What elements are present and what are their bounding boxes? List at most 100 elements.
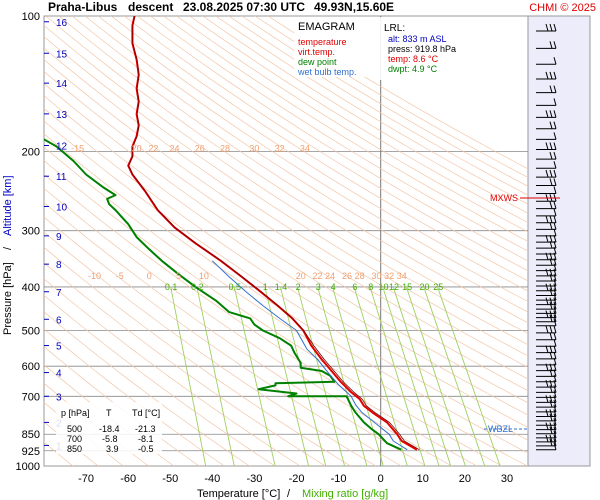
pressure-tick-label: 700 — [22, 391, 40, 403]
wind-barb-flag — [545, 110, 549, 118]
wind-barb-flag — [553, 310, 557, 318]
mixing-ratio-label: 20 — [420, 282, 430, 292]
coords-label: 49.93N,15.60E — [314, 0, 394, 14]
dry-adiabat-line — [44, 47, 528, 368]
wind-barb — [536, 306, 557, 314]
lrl-title: LRL: — [384, 23, 405, 34]
wind-barb-flag — [549, 288, 553, 296]
mixing-ratio-label: 4 — [331, 282, 336, 292]
temperature-tick-label: -40 — [204, 473, 220, 485]
table-row-700-p: 700 — [67, 434, 82, 444]
y-axis-title-2: Altitude [km] — [2, 175, 14, 236]
wind-barb-flag — [553, 422, 557, 430]
altitude-tick-label: 4 — [56, 369, 62, 380]
wind-barb-flag — [553, 71, 557, 80]
altitude-tick-label: 12 — [56, 142, 68, 153]
dry-adiabat-label: -5 — [116, 271, 124, 281]
wind-barb — [536, 395, 557, 403]
wind-barb — [536, 110, 557, 118]
mixing-ratio-line — [369, 286, 426, 466]
dry-adiabat-line — [202, 16, 528, 214]
wind-barb-flag — [549, 400, 553, 408]
wind-barb — [536, 161, 557, 169]
y-axis-title: Pressure [hPa] — [2, 262, 14, 335]
dry-adiabat-line — [84, 16, 528, 302]
mixing-ratio-label: 6 — [352, 282, 357, 292]
wind-barb-flag — [553, 390, 557, 398]
wind-barb-flag — [549, 426, 553, 434]
series-line-dew-point — [44, 138, 402, 451]
wind-barb-flag — [545, 422, 549, 430]
wind-barb — [536, 325, 557, 334]
pressure-tick-label: 300 — [22, 226, 40, 238]
lrl-alt: alt: 833 m ASL — [388, 34, 447, 44]
dry-adiabat-line — [44, 278, 301, 466]
wind-barb — [536, 332, 557, 341]
temperature-tick-label: 10 — [417, 473, 429, 485]
wind-barb-flag — [553, 325, 557, 334]
wind-barb-flag — [553, 288, 557, 296]
table-row-500-td: -21.3 — [135, 424, 156, 434]
pressure-tick-label: 200 — [22, 146, 40, 158]
wind-barb-flag — [553, 426, 557, 434]
wind-barb-flag — [545, 142, 549, 150]
wind-barb — [536, 310, 557, 319]
wind-panel — [527, 15, 591, 467]
dry-adiabat-line — [163, 16, 528, 242]
mixing-ratio-label: 1.4 — [275, 282, 288, 292]
wind-barb-flag — [545, 345, 549, 353]
wind-barb — [536, 186, 557, 195]
pressure-tick-label: 500 — [22, 326, 40, 338]
altitude-tick-label: 15 — [56, 49, 68, 60]
wind-barb-flag — [553, 228, 557, 236]
wind-barb-flag — [549, 325, 553, 334]
wind-barb — [536, 293, 557, 301]
temperature-tick-label: -30 — [246, 473, 262, 485]
wind-barb-flag — [553, 273, 557, 282]
mixing-ratio-line — [196, 286, 235, 466]
wind-barb — [536, 98, 557, 106]
mixing-ratio-line — [264, 286, 310, 466]
table-header-p: p [hPa] — [61, 408, 90, 418]
dry-adiabat-label: 20 — [132, 144, 142, 154]
mixing-ratio-line — [405, 286, 466, 466]
wind-barb — [536, 418, 557, 426]
wind-barb-flag — [549, 345, 553, 353]
temperature-tick-label: -70 — [78, 473, 94, 485]
table-row-850-td: -0.5 — [138, 444, 154, 454]
mixing-ratio-label: 2 — [296, 282, 301, 292]
dry-adiabat-line — [124, 16, 528, 272]
x-axis-title-sep: / — [287, 488, 291, 500]
dry-adiabat-label: 20 — [296, 271, 306, 281]
mixing-ratio-label: 12 — [389, 282, 399, 292]
wind-barb-flag — [553, 395, 557, 403]
altitude-tick-label: 3 — [56, 392, 62, 403]
wind-barb-flag — [553, 161, 557, 169]
wind-barb-flag — [549, 409, 553, 417]
wind-barb-flag — [553, 418, 557, 426]
wind-barb — [536, 222, 557, 230]
dry-adiabat-line — [44, 173, 478, 466]
dry-adiabat-line — [44, 231, 377, 466]
wind-barb-flag — [549, 222, 553, 230]
wind-barb-flag — [553, 121, 557, 129]
wind-barb-flag — [553, 413, 557, 422]
mxws-label: MXWS — [490, 193, 518, 203]
dry-adiabat-line — [44, 83, 528, 404]
lrl-box — [380, 17, 484, 80]
wind-barb-flag — [545, 23, 549, 32]
pressure-tick-label: 400 — [22, 282, 40, 294]
dry-adiabat-label: -10 — [88, 271, 101, 281]
wind-barb-flag — [549, 301, 553, 310]
wind-barb-flag — [553, 430, 557, 439]
wind-barb — [536, 132, 557, 140]
temperature-tick-label: -20 — [289, 473, 305, 485]
wind-barb-flag — [549, 151, 553, 160]
legend-virt-temp: virt.temp. — [298, 47, 335, 57]
wind-barb-flag — [553, 301, 557, 310]
altitude-tick-label: 9 — [56, 232, 62, 243]
wind-barb — [536, 314, 557, 323]
wind-barb-flag — [549, 283, 553, 291]
legend-wet-bulb: wet bulb temp. — [297, 67, 357, 77]
dry-adiabat-label: 28 — [355, 271, 365, 281]
